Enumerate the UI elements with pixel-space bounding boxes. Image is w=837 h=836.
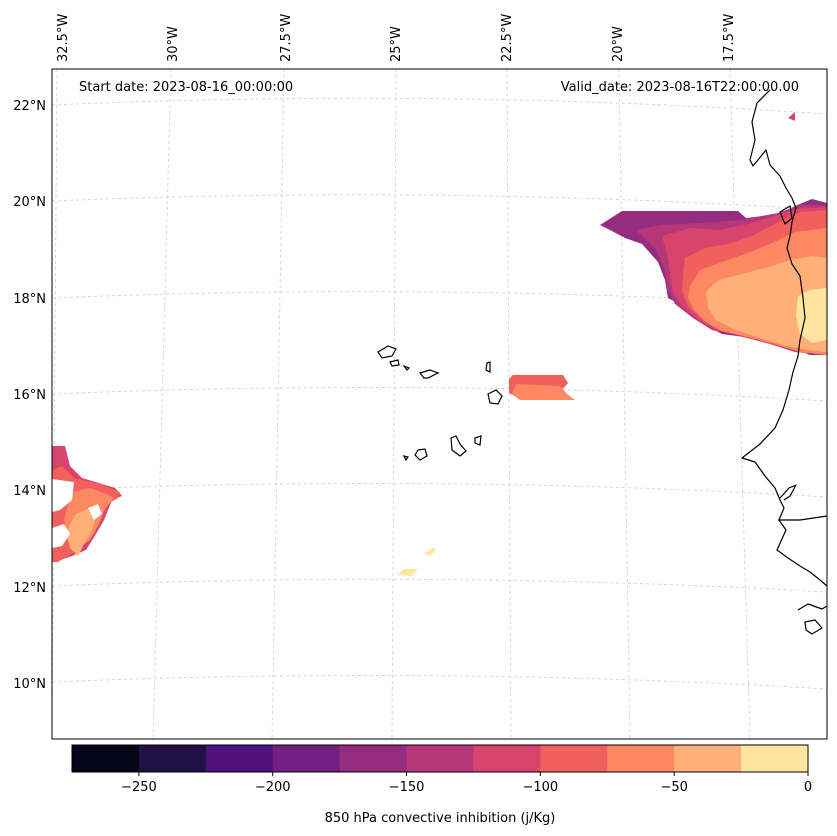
colorbar-swatch: [406, 745, 474, 772]
start-date-label: Start date: 2023-08-16_00:00:00: [79, 80, 293, 95]
cin-region-central: [509, 375, 575, 400]
cin-region-south: [397, 548, 437, 576]
island-boa-vista: [487, 389, 503, 405]
colorbar-swatch: [205, 745, 274, 772]
gridline-lat-18: [51, 291, 828, 307]
gridline-lon-17-5: [729, 68, 751, 740]
lat-label-10: 10°N: [13, 677, 46, 692]
cin-fill-west-50: [66, 508, 96, 556]
gridline-lat-12: [51, 578, 828, 593]
colorbar-tick-label: −100: [523, 780, 559, 795]
gridline-lon-22-5: [506, 68, 512, 740]
map-background: [52, 69, 827, 739]
lon-label-27-5: 27.5°W: [279, 14, 294, 62]
latitude-gridlines: [51, 97, 828, 690]
colorbar-swatch: [741, 745, 809, 772]
colorbar-swatch: [72, 745, 140, 772]
lat-label-20: 20°N: [13, 195, 46, 210]
colorbar-outline: [71, 744, 809, 773]
colorbar-tick-label: −200: [255, 780, 291, 795]
gridline-lon-20: [618, 68, 631, 740]
gridline-lat-16: [51, 387, 828, 402]
lon-label-17-5: 17.5°W: [722, 14, 737, 62]
lat-label-18: 18°N: [13, 292, 46, 307]
lat-label-22: 22°N: [13, 99, 46, 114]
lon-label-20: 20°W: [611, 26, 626, 62]
island-fogo: [414, 448, 428, 461]
cin-fill-africa-speck: [788, 112, 795, 121]
cin-hole-west-1: [52, 479, 74, 512]
island-sao-vicente: [389, 359, 400, 367]
cin-fill-south-1: [397, 569, 418, 576]
island-santo-antao: [377, 345, 397, 359]
latitude-labels: 22°N 20°N 18°N 16°N 14°N 12°N 10°N: [13, 99, 46, 692]
gridline-lon-25: [391, 68, 397, 740]
map-border: [51, 68, 828, 740]
lat-label-12: 12°N: [13, 581, 46, 596]
colorbar-tick-label: 0: [804, 780, 812, 795]
island-sal: [485, 361, 491, 373]
colorbar-swatches: [72, 745, 809, 772]
cin-fill-south-2: [424, 548, 437, 556]
coastlines: [741, 89, 828, 635]
colorbar-ticks: −250 −200 −150 −100 −50 0: [121, 772, 812, 795]
cape-verde-islands: [377, 345, 503, 462]
cin-region-west: [52, 446, 122, 562]
colorbar-tick-label: −250: [121, 780, 157, 795]
colorbar-tick-label: −150: [389, 780, 425, 795]
coastline-cape-verde-peninsula: [779, 484, 797, 501]
cin-region-africa: [600, 112, 827, 355]
lat-label-14: 14°N: [13, 484, 46, 499]
colorbar-swatch: [272, 745, 341, 772]
island-brava: [402, 455, 409, 462]
coastline-west-africa: [741, 89, 828, 587]
lon-label-25: 25°W: [389, 26, 404, 62]
valid-date-label: Valid_date: 2023-08-16T22:00:00.00: [561, 80, 799, 95]
gridline-lon-30: [152, 68, 172, 740]
gridline-lat-14: [51, 483, 828, 498]
map-panel: [51, 68, 828, 740]
cin-hole-west-3: [88, 504, 102, 520]
colorbar-tick-label: −50: [660, 780, 687, 795]
colorbar-swatch: [540, 745, 608, 772]
island-santiago: [450, 435, 467, 457]
cin-hole-west-2: [52, 524, 70, 548]
colorbar-label: 850 hPa convective inhibition (j/Kg): [325, 811, 556, 826]
cin-fill-africa-50: [706, 256, 827, 352]
colorbar-swatch: [138, 745, 207, 772]
longitude-gridlines: [51, 68, 751, 740]
coastline-banc-arguin: [779, 205, 793, 225]
colorbar-swatch: [607, 745, 675, 772]
coastline-southern-islands: [804, 619, 823, 635]
gridline-lon-32-5: [51, 68, 58, 740]
gridline-lat-10: [51, 675, 828, 690]
gridline-lon-27-5: [271, 68, 285, 740]
colorbar-swatch: [674, 745, 742, 772]
lon-label-30: 30°W: [166, 26, 181, 62]
gridline-lat-22: [51, 97, 828, 115]
island-maio: [474, 435, 482, 446]
island-santa-luzia: [402, 364, 411, 371]
colorbar-swatch: [339, 745, 408, 772]
cin-fill-central-75: [512, 384, 575, 400]
coastline-gambia: [778, 515, 828, 521]
longitude-labels: 32.5°W 30°W 27.5°W 25°W 22.5°W 20°W 17.5…: [56, 14, 737, 62]
gridline-lat-20: [51, 194, 828, 211]
lon-label-22-5: 22.5°W: [500, 14, 515, 62]
lat-label-16: 16°N: [13, 388, 46, 403]
island-sao-nicolau: [418, 369, 440, 379]
lon-label-32-5: 32.5°W: [56, 14, 71, 62]
colorbar-swatch: [473, 745, 541, 772]
coastline-bijagos: [797, 603, 828, 611]
colorbar: −250 −200 −150 −100 −50 0 850 hPa convective …: [71, 744, 812, 826]
